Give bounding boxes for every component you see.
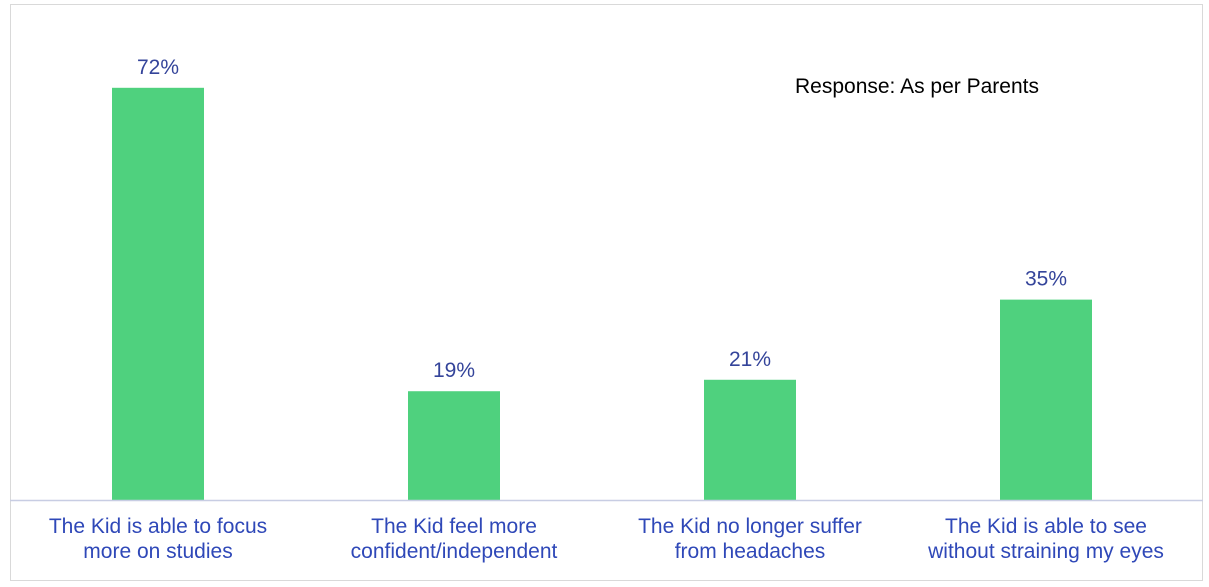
bar-2: [704, 379, 796, 500]
category-label-line: The Kid no longer suffer: [638, 515, 862, 538]
category-label-line: confident/independent: [351, 540, 558, 563]
category-label-line: more on studies: [83, 540, 232, 563]
value-label-1: 19%: [433, 359, 475, 382]
value-label-3: 35%: [1025, 268, 1067, 291]
value-labels-group: 72% 19% 21% 35%: [137, 56, 1067, 382]
bars-group: [112, 87, 1092, 501]
value-label-2: 21%: [729, 348, 771, 371]
bar-0: [112, 87, 204, 501]
category-label-line: without straining my eyes: [927, 540, 1164, 563]
category-label-0: The Kid is able to focus more on studies: [49, 515, 267, 563]
category-labels-group: The Kid is able to focus more on studiesT…: [49, 515, 1164, 563]
chart-frame: [10, 4, 1203, 581]
bar-1: [408, 391, 500, 500]
category-label-3: The Kid is able to see without straining …: [927, 515, 1164, 563]
category-label-1: The Kid feel more confident/independent: [351, 515, 558, 563]
category-label-line: The Kid is able to focus: [49, 515, 267, 538]
bar-3: [1000, 299, 1092, 500]
category-label-line: from headaches: [675, 540, 826, 563]
category-label-line: The Kid is able to see: [945, 515, 1147, 538]
value-label-0: 72%: [137, 56, 179, 79]
category-label-line: The Kid feel more: [371, 515, 537, 538]
chart-annotation: Response: As per Parents: [795, 75, 1039, 98]
category-label-2: The Kid no longer suffer from headaches: [638, 515, 862, 563]
